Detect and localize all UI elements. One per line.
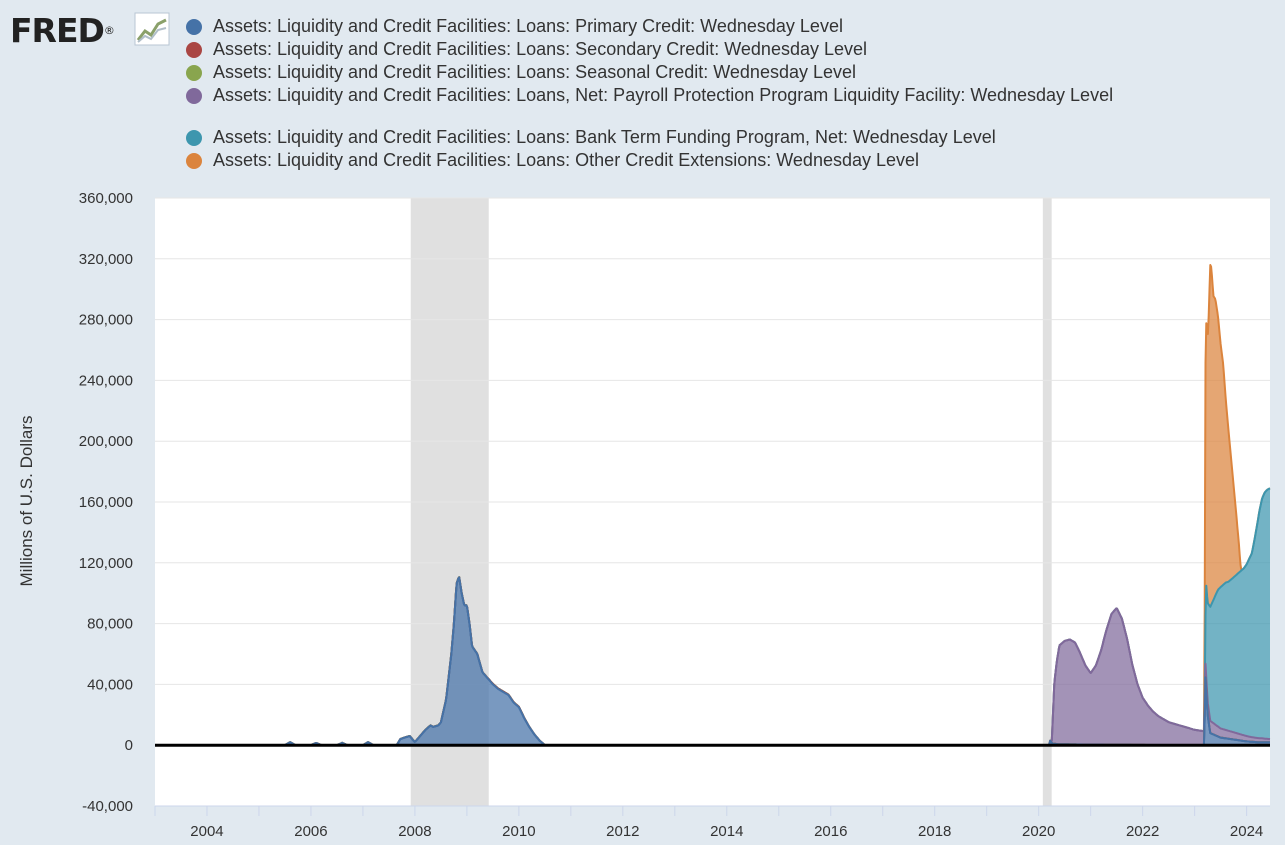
legend-item[interactable]: Assets: Liquidity and Credit Facilities:… <box>186 61 1113 84</box>
x-tick-label: 2012 <box>606 823 639 840</box>
y-axis-label: Millions of U.S. Dollars <box>17 416 36 587</box>
legend-marker <box>186 64 202 81</box>
legend-item[interactable]: Assets: Liquidity and Credit Facilities:… <box>186 126 1113 149</box>
x-tick-label: 2010 <box>502 823 535 840</box>
x-tick-label: 2008 <box>398 823 431 840</box>
x-tick-label: 2020 <box>1022 823 1055 840</box>
y-tick-label: 160,000 <box>79 494 133 511</box>
legend-marker <box>186 129 202 146</box>
fred-logo-registered-mark: ® <box>103 24 115 37</box>
y-tick-label: 200,000 <box>79 433 133 450</box>
y-tick-label: 0 <box>125 737 133 754</box>
y-tick-label: 240,000 <box>79 372 133 389</box>
fred-logo[interactable]: FRED® <box>10 10 115 52</box>
x-tick-label: 2006 <box>294 823 327 840</box>
chart-legend: Assets: Liquidity and Credit Facilities:… <box>186 15 1113 172</box>
y-tick-label: 360,000 <box>79 190 133 207</box>
legend-item[interactable]: Assets: Liquidity and Credit Facilities:… <box>186 38 1113 61</box>
x-tick-label: 2022 <box>1126 823 1159 840</box>
legend-label: Assets: Liquidity and Credit Facilities:… <box>213 62 857 82</box>
x-tick-label: 2014 <box>710 823 743 840</box>
legend-marker <box>186 41 202 58</box>
legend-marker <box>186 18 202 35</box>
legend-label: Assets: Liquidity and Credit Facilities:… <box>213 39 868 59</box>
y-tick-label: -40,000 <box>82 798 133 815</box>
x-tick-label: 2004 <box>190 823 223 840</box>
x-tick-label: 2018 <box>918 823 951 840</box>
fred-logo-text: FRED <box>10 11 105 50</box>
legend-marker <box>186 87 202 104</box>
y-tick-label: 40,000 <box>87 676 133 693</box>
legend-item[interactable]: Assets: Liquidity and Credit Facilities:… <box>186 15 1113 38</box>
x-tick-label: 2016 <box>814 823 847 840</box>
y-axis: -40,000 0 40,000 80,000 120,000 160,000 200,00… <box>79 190 133 815</box>
legend-item[interactable]: Assets: Liquidity and Credit Facilities:… <box>186 84 1113 107</box>
x-axis: 2004 2006 2008 2010 2012 2014 2016 2018 2020 2022… <box>154 805 1270 840</box>
legend-label: Assets: Liquidity and Credit Facilities:… <box>213 127 996 147</box>
fred-line-chart-icon <box>134 12 170 46</box>
y-tick-label: 120,000 <box>79 555 133 572</box>
legend-item[interactable]: Assets: Liquidity and Credit Facilities:… <box>186 149 1113 172</box>
y-tick-label: 320,000 <box>79 251 133 268</box>
series-area <box>155 577 1270 746</box>
x-tick-label: 2024 <box>1230 823 1263 840</box>
legend-label: Assets: Liquidity and Credit Facilities:… <box>213 150 920 170</box>
legend-marker <box>186 152 202 169</box>
y-tick-label: 280,000 <box>79 312 133 329</box>
y-tick-label: 80,000 <box>87 616 133 633</box>
legend-label: Assets: Liquidity and Credit Facilities:… <box>213 85 1114 105</box>
legend-label: Assets: Liquidity and Credit Facilities:… <box>213 16 843 36</box>
